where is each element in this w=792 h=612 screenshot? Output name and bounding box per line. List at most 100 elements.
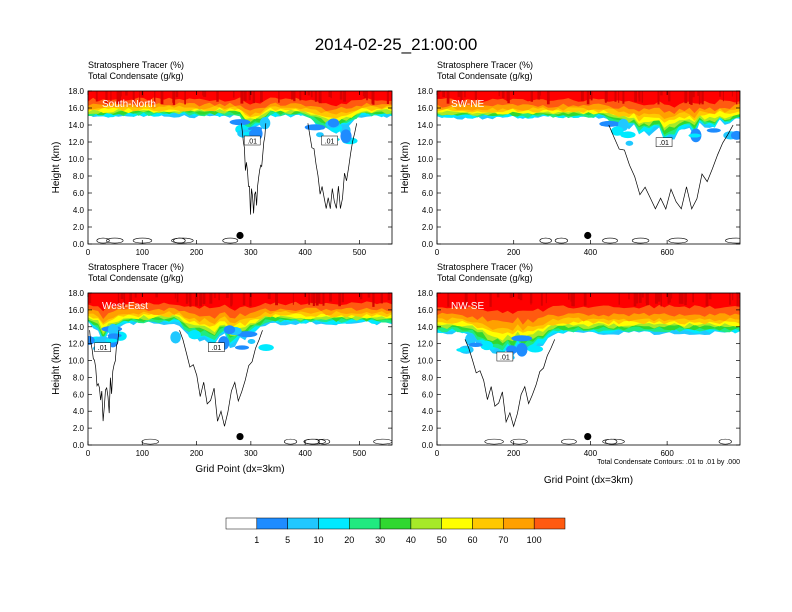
x-tick-label: 0: [86, 248, 91, 257]
condensate-patch: [511, 335, 533, 342]
y-tick-label: 14.0: [417, 121, 433, 130]
contour-label: .01: [659, 140, 669, 147]
strat-streak: [380, 293, 383, 304]
strat-streak: [203, 91, 207, 97]
low-level-contour: [725, 237, 740, 244]
y-tick-label: 6.0: [73, 390, 85, 399]
y-tick-label: 8.0: [73, 172, 85, 181]
condensate-patch: [480, 340, 494, 351]
strat-streak: [442, 91, 445, 96]
x-tick-label: 0: [435, 248, 440, 257]
strat-streak: [386, 91, 389, 105]
strat-streak: [338, 293, 341, 307]
low-level-contour: [510, 438, 528, 445]
strat-streak: [199, 293, 202, 307]
strat-streak: [708, 293, 712, 300]
strat-streak: [618, 91, 620, 103]
condensate-patch: [456, 347, 469, 352]
strat-streak: [660, 293, 662, 307]
condensate-contour: [307, 123, 358, 209]
strat-streak: [260, 91, 263, 102]
x-tick-label: 200: [507, 248, 521, 257]
y-tick-label: 12.0: [417, 138, 433, 147]
strat-streak: [88, 293, 92, 304]
strat-streak: [678, 293, 682, 304]
strat-streak: [195, 293, 198, 306]
strat-streak: [184, 91, 186, 105]
strat-streak: [329, 293, 332, 302]
condensate-patch: [88, 335, 95, 345]
condensate-patch: [516, 342, 528, 357]
condensate-patch: [340, 129, 352, 144]
condensate-patch: [259, 344, 273, 349]
strat-streak: [701, 91, 704, 105]
panels-group: .01 .01 South-North Stratosphere Tracer (%)…: [51, 60, 741, 486]
strat-streak: [501, 91, 505, 99]
strat-streak: [586, 91, 590, 105]
strat-streak: [367, 293, 371, 298]
y-axis-label: Height (km): [51, 142, 62, 194]
strat-streak: [668, 293, 671, 303]
y-tick-label: 8.0: [422, 172, 434, 181]
left-string-condensate: Total Condensate (g/kg): [88, 71, 184, 81]
strat-streak: [315, 293, 319, 306]
low-level-contour: [106, 237, 124, 244]
strat-streak: [188, 293, 191, 303]
colorbar-box-5: [379, 517, 412, 530]
x-tick-label: 0: [435, 449, 440, 458]
strat-streak: [372, 293, 375, 307]
x-tick-label: 300: [244, 449, 258, 458]
strat-streak: [475, 293, 477, 307]
strat-streak: [447, 293, 450, 307]
condensate-patch: [599, 120, 621, 127]
y-tick-label: 0.0: [73, 441, 85, 450]
colorbar-label: 10: [313, 535, 323, 545]
strat-streak: [299, 91, 302, 101]
strat-streak: [690, 91, 693, 105]
plot-frame: [436, 90, 741, 245]
strat-streak: [120, 293, 124, 299]
strat-streak: [671, 293, 673, 299]
strat-streak: [684, 91, 688, 104]
strat-streak: [359, 293, 363, 300]
strat-streak: [722, 91, 724, 102]
colorbar-label: 5: [285, 535, 290, 545]
y-tick-label: 12.0: [68, 138, 84, 147]
contour-note: Total Condensate Contours: .01 to .01 by…: [597, 459, 740, 466]
strat-streak: [172, 91, 175, 103]
contour-label-box: [321, 135, 338, 146]
strat-streak: [155, 293, 158, 298]
colorbar-label: 100: [527, 535, 542, 545]
strat-streak: [252, 91, 256, 104]
strat-streak: [243, 91, 247, 101]
y-tick-label: 10.0: [417, 357, 433, 366]
low-level-contour: [283, 438, 298, 445]
strat-streak: [339, 91, 343, 100]
y-tick-label: 6.0: [73, 189, 85, 198]
colorbar-box-9: [503, 517, 535, 530]
strat-streak: [292, 293, 294, 305]
y-tick-label: 18.0: [417, 87, 433, 96]
strat-streak: [457, 91, 461, 97]
contour-label-box: [655, 137, 673, 147]
y-tick-label: 6.0: [422, 189, 434, 198]
y-tick-label: 14.0: [68, 121, 84, 130]
strat-streak: [529, 293, 533, 304]
x-tick-label: 400: [584, 449, 598, 458]
condensate-patch: [234, 345, 250, 350]
x-tick-label: 500: [353, 449, 367, 458]
colorbar-label: 60: [468, 535, 478, 545]
strat-streak: [278, 91, 280, 103]
y-tick-label: 14.0: [68, 323, 84, 332]
strat-streak: [680, 293, 684, 304]
left-string-tracer: Stratosphere Tracer (%): [437, 60, 533, 70]
x-axis-label: Grid Point (dx=3km): [195, 464, 284, 475]
left-string-condensate: Total Condensate (g/kg): [437, 71, 533, 81]
x-tick-label: 200: [507, 449, 521, 458]
strat-streak: [322, 293, 325, 306]
strat-streak: [328, 91, 332, 97]
strat-streak: [276, 293, 278, 300]
strat-streak: [317, 293, 321, 303]
x-tick-label: 200: [190, 449, 204, 458]
low-level-contour: [631, 237, 650, 244]
